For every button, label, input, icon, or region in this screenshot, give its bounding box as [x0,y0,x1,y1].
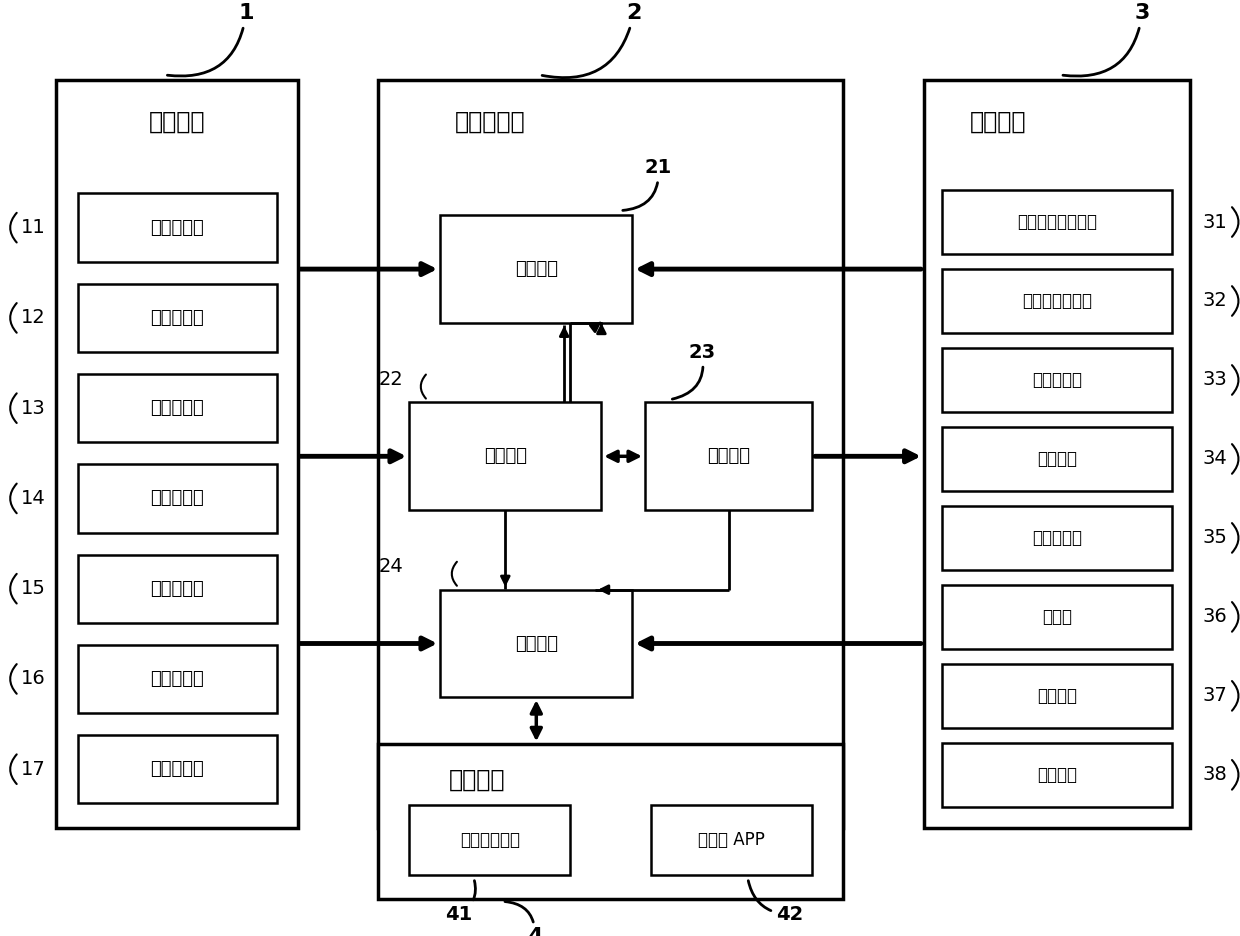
Bar [942,427,1172,490]
Text: 报警装置: 报警装置 [1037,766,1078,783]
Text: 11: 11 [21,218,46,237]
Text: 14: 14 [21,489,46,508]
Bar [942,585,1172,649]
Bar [942,664,1172,727]
Bar [942,348,1172,412]
Bar [78,464,277,533]
Text: 41: 41 [445,881,475,924]
Text: 循环水泵控制端: 循环水泵控制端 [1022,292,1092,310]
Text: 温度传感器: 温度传感器 [150,399,205,417]
Bar [409,805,570,875]
Text: 38: 38 [1203,766,1228,784]
Bar [378,80,843,828]
Bar [942,270,1172,333]
Text: 弧光传感器: 弧光传感器 [150,760,205,778]
Bar [440,215,632,323]
Text: 传输模块: 传输模块 [515,635,558,652]
Bar [924,80,1190,828]
Text: 散热器风机控制端: 散热器风机控制端 [1017,213,1097,231]
Text: 执行单元: 执行单元 [970,110,1027,134]
Text: 16: 16 [21,669,46,689]
Text: 移动端 APP: 移动端 APP [698,831,765,849]
Text: 采集单元: 采集单元 [149,110,205,134]
Text: 除湿装置: 除湿装置 [1037,450,1078,468]
Text: 运算模块: 运算模块 [484,447,527,465]
Bar [651,805,812,875]
Text: 3: 3 [1063,3,1149,76]
Text: 控制模块: 控制模块 [707,447,750,465]
Text: 21: 21 [622,158,672,211]
Text: 13: 13 [21,399,46,417]
Text: 36: 36 [1203,607,1228,626]
Text: 显示模块: 显示模块 [515,260,558,278]
Text: 31: 31 [1203,212,1228,231]
Text: 客户终端: 客户终端 [449,768,506,792]
Text: 1: 1 [167,3,254,76]
Bar [942,190,1172,254]
Text: 24: 24 [378,557,403,576]
Bar [56,80,298,828]
Text: 电压互感器: 电压互感器 [150,309,205,327]
Bar [78,554,277,622]
Text: 智能控制柜: 智能控制柜 [455,110,525,134]
Bar [78,735,277,803]
Text: 23: 23 [672,343,715,399]
Bar [78,194,277,262]
Text: 33: 33 [1203,371,1228,389]
Text: 15: 15 [21,579,46,598]
Text: 湿度传感器: 湿度传感器 [150,670,205,688]
Text: 37: 37 [1203,686,1228,706]
Text: 4: 4 [505,901,542,936]
Bar [942,743,1172,807]
Text: 液压传感器: 液压传感器 [150,490,205,507]
Text: 35: 35 [1203,529,1228,548]
Bar [409,402,601,510]
Bar [78,374,277,443]
Text: 燕断器: 燕断器 [1042,607,1073,626]
Text: 客户控制后台: 客户控制后台 [460,831,520,849]
Text: 2: 2 [542,3,641,78]
Text: 中间继电器: 中间继电器 [1032,529,1083,547]
Text: 32: 32 [1203,291,1228,311]
Text: 分流执行器: 分流执行器 [1032,371,1083,389]
Bar [78,645,277,713]
Text: 22: 22 [378,370,403,388]
Bar [645,402,812,510]
Text: 42: 42 [748,881,804,924]
Text: 12: 12 [21,308,46,328]
Bar [378,744,843,899]
Text: 34: 34 [1203,449,1228,468]
Bar [440,590,632,697]
Text: 电流互感器: 电流互感器 [150,219,205,237]
Bar [78,284,277,352]
Text: 风量传感器: 风量传感器 [150,579,205,598]
Bar [942,506,1172,570]
Text: 保护开关: 保护开关 [1037,687,1078,705]
Text: 17: 17 [21,760,46,779]
